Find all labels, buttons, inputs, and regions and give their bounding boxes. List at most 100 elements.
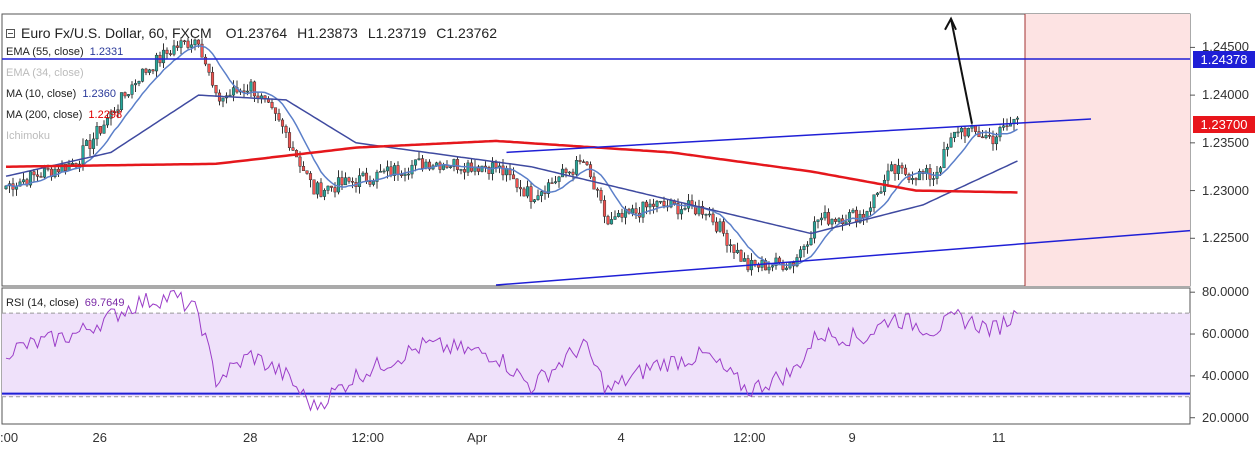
- high-value: 1.23873: [307, 25, 358, 41]
- candle-body: [200, 43, 204, 58]
- candle-body: [746, 258, 750, 271]
- candle-body: [893, 164, 897, 174]
- indicator-legend[interactable]: MA (200, close) 1.2298: [6, 109, 122, 121]
- candle-body: [277, 113, 281, 121]
- candle-body: [515, 178, 519, 188]
- candle-body: [917, 170, 922, 181]
- price-tick-label: 1.24000: [1202, 87, 1249, 103]
- candle-body: [606, 216, 610, 225]
- candle-body: [872, 194, 876, 209]
- candle-body: [154, 54, 159, 72]
- candle-body: [144, 68, 148, 73]
- candle-body: [487, 167, 491, 174]
- collapse-icon[interactable]: [6, 28, 15, 38]
- candle-body: [725, 233, 729, 246]
- candle-body: [347, 177, 351, 182]
- indicator-legend[interactable]: EMA (55, close) 1.2331: [6, 46, 123, 58]
- candle-body: [109, 111, 113, 119]
- candle-body: [616, 212, 621, 217]
- rsi-line: [5, 289, 1018, 412]
- candle-body: [119, 92, 124, 110]
- candle-body: [837, 218, 841, 222]
- candle-body: [98, 126, 103, 134]
- candle-body: [1005, 125, 1009, 128]
- candle-body: [84, 140, 89, 146]
- open-value: 1.23764: [236, 25, 288, 41]
- candle-body: [378, 171, 383, 173]
- indicator-legend[interactable]: Ichimoku: [6, 130, 50, 142]
- candle-body: [819, 217, 824, 221]
- candle-body: [900, 165, 904, 169]
- candle-body: [511, 174, 516, 180]
- candle-body: [679, 209, 684, 215]
- candle-body: [140, 68, 145, 82]
- candle-body: [763, 260, 768, 271]
- candle-body: [868, 207, 873, 212]
- candle-body: [112, 111, 117, 114]
- indicator-legend[interactable]: MA (10, close) 1.2360: [6, 88, 116, 100]
- candle-body: [823, 212, 827, 219]
- candle-body: [896, 165, 901, 174]
- candle-body: [196, 39, 201, 45]
- candle-body: [116, 109, 120, 114]
- candle-body: [340, 177, 344, 186]
- candle-body: [210, 72, 215, 86]
- rsi-band: [2, 313, 1190, 397]
- candle-body: [480, 165, 484, 172]
- candle-body: [963, 127, 967, 137]
- time-tick-label: :00: [0, 430, 19, 445]
- candle-body: [189, 44, 194, 48]
- candle-body: [641, 201, 645, 218]
- candle-body: [630, 208, 635, 214]
- candle-body: [987, 135, 992, 137]
- low-label: L: [367, 25, 376, 41]
- rsi-legend[interactable]: RSI (14, close) 69.7649: [6, 297, 125, 309]
- candle-body: [179, 40, 183, 48]
- candle-body: [854, 209, 859, 223]
- candle-body: [343, 177, 348, 186]
- candle-body: [126, 94, 131, 97]
- candle-body: [1001, 125, 1006, 128]
- candle-body: [42, 168, 47, 178]
- indicator-legend[interactable]: EMA (34, close): [6, 67, 84, 79]
- candle-body: [707, 213, 712, 216]
- candle-body: [70, 163, 75, 165]
- candle-body: [368, 181, 372, 185]
- candle-body: [662, 200, 666, 207]
- candle-body: [844, 221, 848, 225]
- indicator-legend-value: 1.2360: [82, 88, 116, 100]
- candle-body: [417, 158, 421, 160]
- candle-body: [284, 126, 288, 133]
- ma10-line: [5, 45, 1018, 267]
- candle-body: [130, 84, 134, 95]
- candle-body: [315, 182, 320, 195]
- candle-body: [991, 135, 995, 145]
- candle-body: [147, 69, 152, 73]
- candle-body: [91, 138, 96, 149]
- rsi-tick-label: 80.0000: [1202, 284, 1249, 300]
- candle-body: [21, 179, 26, 183]
- candle-body: [249, 81, 253, 92]
- candle-body: [578, 160, 582, 162]
- candle-body: [602, 200, 607, 217]
- candle-body: [560, 168, 565, 178]
- candle-body: [742, 258, 747, 262]
- candle-body: [770, 265, 775, 268]
- candle-body: [350, 181, 355, 183]
- candle-body: [441, 165, 446, 170]
- candle-body: [448, 166, 453, 168]
- open-label: O: [225, 25, 237, 41]
- candle-body: [270, 102, 274, 108]
- indicator-legend-label: EMA (34, close): [6, 67, 84, 79]
- candle-body: [945, 146, 950, 150]
- candle-body: [522, 188, 526, 197]
- candle-body: [518, 187, 523, 190]
- candle-body: [676, 203, 680, 215]
- candle-body: [382, 170, 386, 173]
- candle-body: [403, 173, 407, 176]
- rsi-tick-label: 20.0000: [1202, 409, 1249, 425]
- time-tick-label: 9: [848, 430, 856, 445]
- candle-body: [805, 244, 810, 247]
- time-tick-label: 11: [992, 430, 1006, 445]
